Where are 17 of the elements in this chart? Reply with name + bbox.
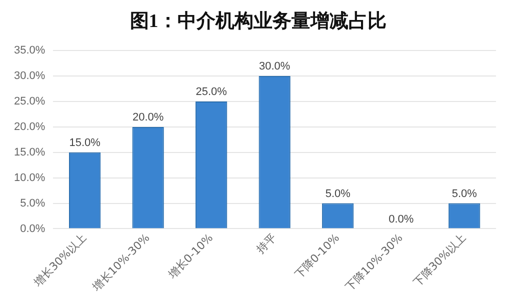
y-tick-label: 15.0% (14, 146, 46, 158)
x-tick-label: 持平 (254, 231, 279, 256)
y-tick-label: 20.0% (14, 120, 46, 133)
data-label: 5.0% (452, 188, 478, 200)
y-tick-label: 35.0% (14, 44, 46, 57)
y-tick-label: 25.0% (14, 96, 46, 108)
y-tick-label: 5.0% (20, 197, 46, 210)
data-label: 15.0% (69, 136, 101, 149)
data-label: 0.0% (388, 213, 414, 226)
y-tick-label: 0.0% (20, 222, 46, 235)
y-tick-label: 30.0% (14, 70, 46, 82)
data-label: 5.0% (325, 188, 351, 200)
chart-title: 图1：中介机构业务量增减占比 (128, 10, 388, 34)
data-label: 20.0% (132, 111, 164, 124)
data-label: 25.0% (196, 86, 228, 98)
data-label: 30.0% (258, 60, 290, 73)
y-tick-label: 10.0% (14, 172, 46, 184)
